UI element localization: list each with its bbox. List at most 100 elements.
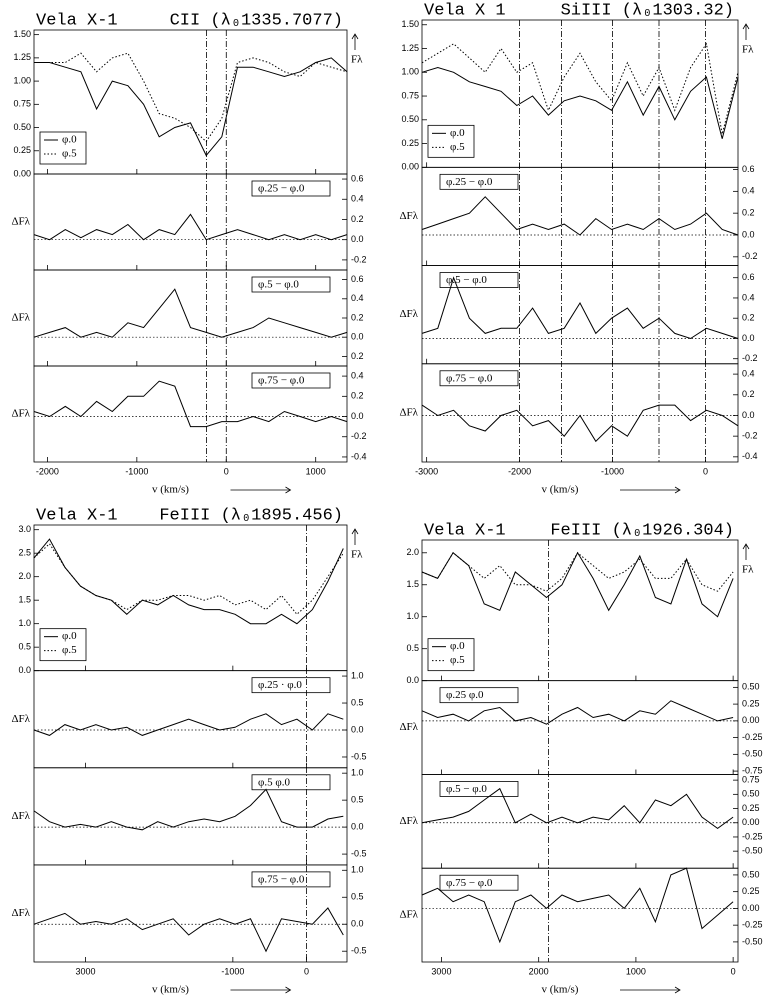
- legend-box: [39, 131, 87, 165]
- y-tick-label: -0.50: [742, 846, 763, 856]
- y-tick-label: 0.00: [742, 715, 760, 725]
- y-tick-label: 0.6: [742, 272, 755, 282]
- panel-label: φ.5 − φ.0: [446, 274, 487, 286]
- label-box: [251, 871, 331, 888]
- arrow-head: [351, 528, 359, 535]
- y-tick-label: 0.6: [742, 164, 755, 174]
- panel-title: Vela X-1: [36, 506, 118, 525]
- y-tick-label: 0.5: [351, 795, 364, 805]
- x-tick-label: -3000: [415, 466, 438, 476]
- y-tick-label: 0.4: [351, 194, 364, 204]
- spectrum-line: [33, 907, 344, 953]
- label-box: [439, 874, 519, 891]
- x-axis-label: v (km/s): [542, 984, 579, 996]
- y-tick-label: -0.25: [742, 831, 763, 841]
- panel-label: φ.25 φ.0: [446, 689, 484, 701]
- legend-label: φ.0: [62, 630, 77, 642]
- x-tick-label: 2000: [529, 966, 549, 976]
- panel-label: φ.75 − φ.0: [258, 873, 305, 885]
- y-tick-label: 1.0: [406, 611, 419, 621]
- y-tick-label: 3.0: [18, 524, 31, 534]
- y-tick-label: -0.4: [351, 451, 367, 461]
- y-tick-label: 0.0: [351, 724, 364, 734]
- y-tick-label: 0.0: [18, 665, 31, 675]
- x-tick-label: -2000: [36, 466, 59, 476]
- panel-frame: [421, 867, 739, 963]
- y-tick-label: 1.50: [401, 19, 419, 29]
- y-tick-label: 0.25: [742, 803, 760, 813]
- y-tick-label: 0.5: [351, 892, 364, 902]
- panel-title: Vela X-1: [424, 521, 506, 540]
- diff-label: ΔFλ: [399, 210, 418, 222]
- legend-box: [427, 124, 475, 158]
- diff-label: ΔFλ: [11, 216, 30, 228]
- spectrum-line: [421, 66, 739, 139]
- label-box: [251, 372, 331, 389]
- y-tick-label: -0.5: [351, 946, 367, 956]
- legend-label: φ.5: [450, 141, 465, 153]
- y-tick-label: 2.0: [18, 571, 31, 581]
- spectrum-line: [33, 543, 344, 616]
- arrow-head: [742, 23, 750, 30]
- y-tick-label: 2.0: [406, 547, 419, 557]
- panel-subtitle: SiIII (λ₀1303.32): [561, 1, 734, 20]
- y-tick-label: 0.0: [742, 229, 755, 239]
- spectrum-line: [421, 551, 734, 618]
- spectrum-line: [421, 276, 739, 340]
- spectrum-line: [421, 700, 734, 725]
- diff-label: ΔFλ: [11, 312, 30, 324]
- y-tick-label: 0.0: [351, 411, 364, 421]
- legend-label: φ.0: [62, 134, 77, 146]
- y-tick-label: 1.5: [406, 579, 419, 589]
- diff-label: ΔFλ: [399, 815, 418, 827]
- y-tick-label: -0.5: [351, 848, 367, 858]
- panel-title: Vela X 1: [424, 1, 506, 20]
- x-axis-label: v (km/s): [152, 484, 189, 496]
- spectrum-line: [34, 57, 348, 157]
- panel-label: φ.75 − φ.0: [258, 375, 305, 387]
- legend-box: [427, 638, 475, 672]
- legend-label: φ.5: [62, 148, 77, 160]
- y-tick-label: 0.5: [351, 697, 364, 707]
- x-tick-label: -1000: [221, 966, 244, 976]
- x-tick-label: -2000: [508, 466, 531, 476]
- y-tick-label: 0.25: [742, 698, 760, 708]
- diff-label: ΔFλ: [399, 406, 418, 418]
- panel-label: φ.25 − φ.0: [258, 183, 305, 195]
- panel-label: φ.5 − φ.0: [446, 783, 487, 795]
- y-tick-label: 0.6: [351, 274, 364, 284]
- x-tick-label: 0: [224, 466, 229, 476]
- spectrum-line: [33, 538, 344, 625]
- spectrum-line: [34, 52, 348, 143]
- y-tick-label: 1.25: [401, 43, 419, 53]
- y-tick-label: 0.50: [742, 869, 760, 879]
- y-tick-label: -0.5: [351, 751, 367, 761]
- y-tick-label: -0.2: [742, 431, 758, 441]
- y-tick-label: 0.4: [351, 293, 364, 303]
- x-axis-label: v (km/s): [542, 484, 579, 496]
- arrow-head: [285, 486, 292, 494]
- label-box: [439, 370, 519, 387]
- y-tick-label: 1.5: [18, 595, 31, 605]
- spectrum-line: [421, 404, 739, 443]
- spectrum-line: [33, 213, 348, 241]
- y-tick-label: 0.4: [351, 370, 364, 380]
- y-tick-label: 0.25: [401, 138, 419, 148]
- y-tick-label: 1.50: [13, 29, 31, 39]
- diff-label: ΔFλ: [11, 810, 30, 822]
- y-tick-label: 0.2: [351, 312, 364, 322]
- legend-box: [39, 628, 87, 662]
- label-box: [251, 774, 331, 791]
- panel-subtitle: FeIII (λ₀1895.456): [159, 506, 343, 525]
- y-tick-label: 0.50: [401, 114, 419, 124]
- spectrum-line: [33, 713, 344, 736]
- x-tick-label: 0: [703, 466, 708, 476]
- legend-label: φ.5: [62, 644, 77, 656]
- label-box: [439, 687, 519, 704]
- y-tick-label: 0.2: [351, 214, 364, 224]
- x-tick-label: 0: [304, 966, 309, 976]
- arrow-head: [674, 486, 681, 494]
- y-tick-label: 0.50: [742, 682, 760, 692]
- x-tick-label: -1000: [125, 466, 148, 476]
